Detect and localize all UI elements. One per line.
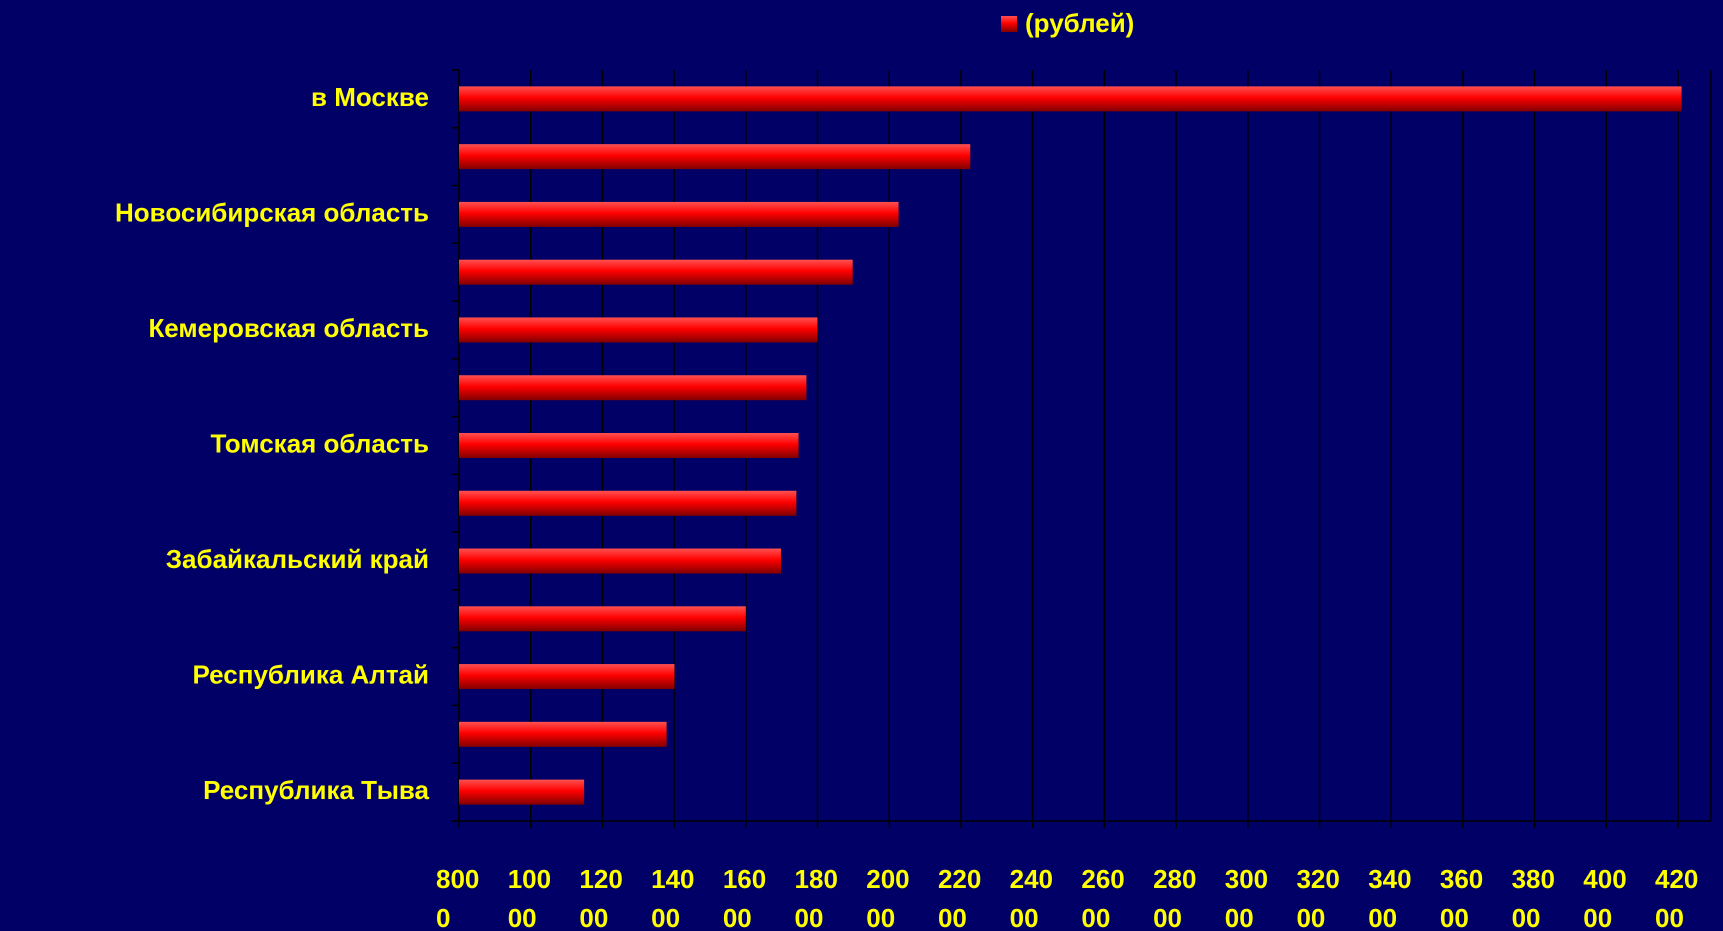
x-tick-label: 22000 <box>937 864 982 931</box>
x-tick-label: 10000 <box>507 864 552 931</box>
y-tick-label: Республика Тыва <box>203 775 429 805</box>
x-tick-label: 20000 <box>866 864 910 931</box>
legend-label: (рублей) <box>1025 8 1134 38</box>
bar <box>459 548 781 574</box>
x-tick-label: 42000 <box>1655 864 1699 931</box>
y-tick-label: Томская область <box>211 428 429 458</box>
x-tick-label: 30000 <box>1224 864 1269 931</box>
x-tick-label: 28000 <box>1153 864 1197 931</box>
bar <box>459 664 675 690</box>
bar <box>459 606 746 632</box>
bar <box>459 779 585 805</box>
bar <box>459 433 799 458</box>
x-tick-label: 24000 <box>1009 864 1054 931</box>
x-tick-label: 38000 <box>1511 864 1555 931</box>
x-tick-label: 26000 <box>1081 864 1125 931</box>
bar <box>459 86 1682 112</box>
bar <box>459 259 853 285</box>
y-tick-label: Забайкальский край <box>166 544 429 574</box>
y-tick-label: Республика Алтай <box>192 659 429 689</box>
legend-swatch <box>1001 16 1017 32</box>
x-tick-label: 32000 <box>1296 864 1340 931</box>
bar <box>459 490 797 516</box>
x-tick-label: 36000 <box>1439 864 1484 931</box>
y-tick-label: в Москве <box>311 82 429 112</box>
bar <box>459 317 818 343</box>
x-tick-label: 40000 <box>1583 864 1627 931</box>
y-tick-label: Кемеровская область <box>148 313 429 343</box>
bar <box>459 721 667 747</box>
x-tick-label: 18000 <box>794 864 838 931</box>
x-tick-label: 14000 <box>651 864 695 931</box>
bar <box>459 375 807 401</box>
x-tick-label: 16000 <box>722 864 767 931</box>
x-tick-label: 12000 <box>579 864 623 931</box>
x-tick-label: 8000 <box>436 864 480 931</box>
bar <box>459 201 899 227</box>
x-tick-label: 34000 <box>1368 864 1412 931</box>
y-tick-label: Новосибирская область <box>115 197 429 227</box>
bar <box>459 144 971 170</box>
